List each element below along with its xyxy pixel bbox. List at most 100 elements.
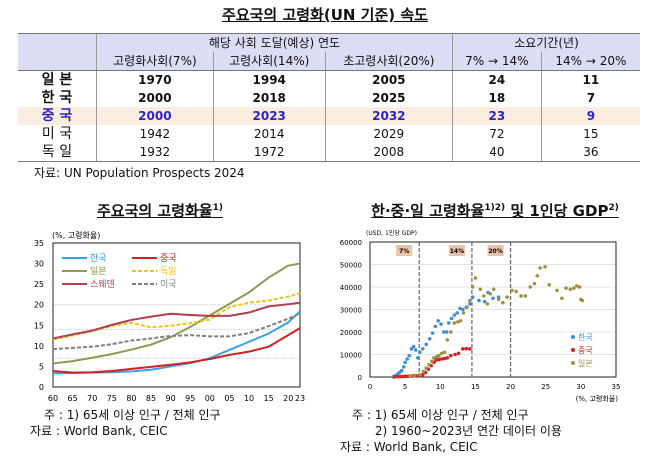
value-cell: 72 [451, 125, 542, 143]
threshold-badge [448, 245, 465, 256]
data-point [482, 294, 486, 298]
y-tick-label: 20 [34, 301, 44, 310]
x-tick-label: 20 [283, 394, 293, 403]
legend-label: 한국 [90, 253, 107, 264]
x-tick-label: 35 [612, 383, 621, 391]
series-line-3 [52, 292, 301, 341]
x-tick-label: 15 [471, 383, 480, 391]
value-cell: 2032 [324, 107, 453, 125]
threshold-label: 14% [450, 248, 464, 255]
value-cell: 24 [451, 70, 542, 89]
data-point [461, 311, 466, 315]
legend-label: 한국 [578, 333, 593, 342]
country-cell: 중 국 [18, 107, 97, 125]
value-cell: 23 [451, 107, 542, 125]
data-point [468, 347, 472, 351]
data-point [580, 298, 585, 303]
group-header-years: 해당 사회 도달(예상) 연도 [96, 33, 453, 52]
country-cell: 일 본 [41, 71, 73, 88]
data-point [411, 344, 416, 349]
x-tick-label: 00 [205, 394, 215, 403]
column-header: 고령화사회(7%) [96, 52, 214, 71]
data-point [413, 348, 418, 352]
data-point [568, 287, 573, 292]
data-point [452, 321, 457, 325]
data-point [437, 357, 441, 362]
x-tick-label: 95 [185, 394, 195, 403]
data-point [405, 357, 410, 361]
x-tick-label: 90 [166, 394, 176, 403]
threshold-badge [396, 245, 413, 256]
left-note-1: 주 : 1) 65세 이상 인구 / 전체 인구 [44, 408, 221, 422]
x-tick-label: 30 [576, 383, 585, 391]
legend-label: 중국 [160, 253, 177, 264]
column-header: 고령사회(14%) [212, 52, 326, 71]
data-point [398, 374, 403, 379]
data-point [449, 353, 453, 358]
threshold-label: 7% [399, 248, 409, 255]
data-point [470, 295, 475, 299]
data-point [547, 282, 552, 287]
data-point [421, 369, 426, 374]
data-point [436, 318, 440, 323]
value-cell: 1942 [96, 125, 214, 143]
value-cell: 7 [540, 89, 640, 107]
data-point [574, 284, 579, 288]
x-tick-label: 10 [436, 383, 445, 391]
value-cell: 2014 [212, 125, 326, 143]
data-point [409, 347, 414, 351]
data-point [449, 330, 453, 334]
data-point [535, 273, 540, 278]
data-point [453, 352, 457, 357]
value-cell: 2029 [324, 125, 453, 143]
table-row: 한 국 2000 2018 2025 18 7 [18, 89, 640, 107]
data-point [468, 298, 472, 303]
y-tick-label: 40000 [340, 284, 362, 292]
data-point [523, 294, 528, 298]
series-line-2 [52, 262, 301, 365]
legend-label: 일본 [90, 266, 107, 277]
data-point [399, 368, 404, 373]
data-point [458, 318, 463, 323]
data-point [519, 294, 523, 298]
data-point [407, 353, 412, 358]
data-point [491, 296, 495, 301]
y-tick-label: 35 [34, 239, 44, 248]
data-point [437, 353, 441, 358]
y-axis-unit: (%, 고령화율) [52, 231, 100, 240]
data-point [460, 307, 465, 312]
data-point [442, 330, 446, 334]
data-point [460, 347, 465, 351]
data-point [464, 346, 469, 351]
data-point [424, 342, 429, 347]
data-point [538, 266, 542, 270]
data-point [418, 372, 422, 377]
data-point [564, 286, 568, 290]
data-point [439, 351, 444, 356]
data-point [456, 320, 460, 324]
data-point [465, 305, 469, 310]
right-source: 자료 : World Bank, CEIC [340, 440, 478, 454]
series-line-1 [52, 327, 301, 374]
x-tick-label: 60 [48, 394, 58, 403]
x-tick-label: 23 [295, 394, 305, 403]
y-tick-label: 0 [39, 383, 44, 392]
value-cell: 9 [540, 107, 640, 125]
data-point [470, 285, 475, 289]
gdp-scatter-chart: (USD, 1인당 GDP) 0 10000 20000 30000 40000 50000… [340, 229, 621, 403]
x-tick-label: 75 [107, 394, 117, 403]
x-tick-label: 85 [146, 394, 156, 403]
country-cell: 한 국 [41, 89, 73, 106]
left-chart-title: 주요국의 고령화율1) [96, 202, 223, 220]
plot-area [52, 242, 301, 388]
data-point [532, 281, 537, 286]
value-cell: 2000 [96, 107, 214, 125]
legend-label: 일본 [578, 359, 593, 368]
legend-label: 독일 [160, 266, 177, 277]
column-header: 14% → 20% [540, 52, 640, 71]
data-point [449, 316, 454, 321]
legend-marker [571, 361, 575, 365]
value-cell: 2025 [324, 89, 453, 107]
data-point [452, 313, 457, 317]
